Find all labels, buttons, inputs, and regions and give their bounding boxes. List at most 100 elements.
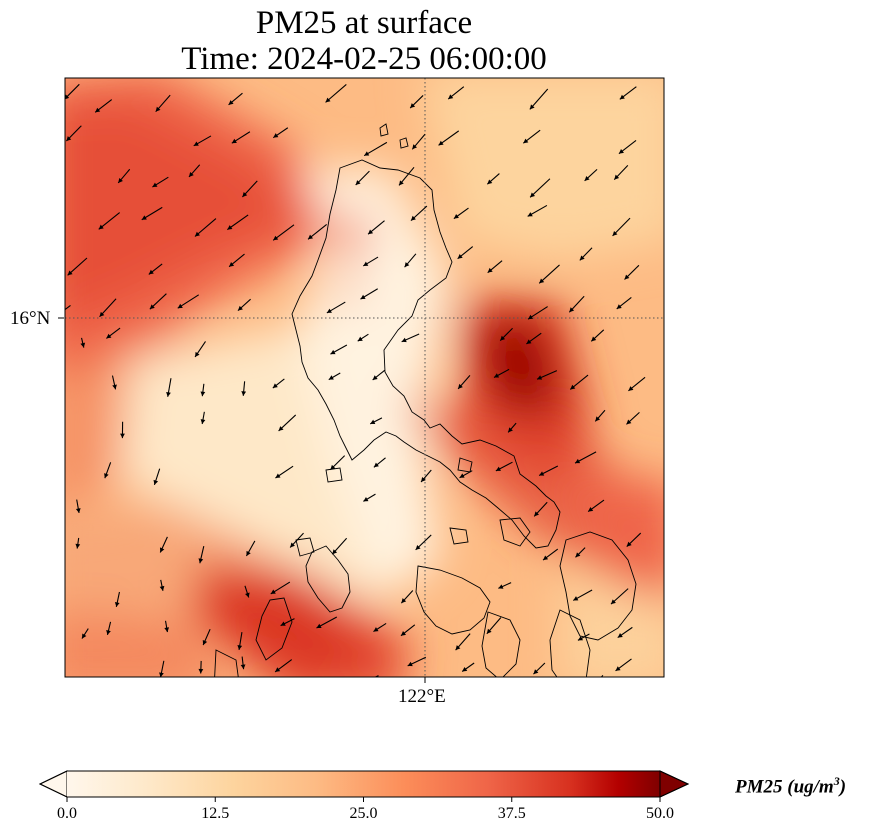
wind-arrow-head	[579, 255, 585, 261]
wind-arrow-head	[530, 192, 536, 198]
wind-arrow	[65, 304, 71, 311]
wind-arrow-head	[275, 667, 281, 672]
wind-arrow-head	[534, 511, 540, 517]
wind-arrow-head	[363, 496, 369, 502]
wind-arrow-head	[527, 212, 533, 217]
pm25-field	[65, 78, 664, 677]
wind-arrow-head	[410, 215, 416, 221]
wind-arrow-head	[355, 180, 361, 186]
wind-arrow-head	[240, 664, 246, 670]
wind-arrow-head	[120, 433, 125, 439]
wind-arrow-head	[543, 555, 549, 561]
colorbar-label-exponent: 3	[833, 774, 840, 788]
wind-arrow-head	[148, 269, 154, 275]
wind-arrow-head	[412, 144, 418, 150]
wind-arrow-head	[67, 270, 73, 276]
wind-arrow-head	[619, 94, 625, 100]
wind-arrow-head	[166, 391, 171, 397]
wind-arrow-head	[615, 666, 621, 671]
wind-arrow-head	[278, 426, 284, 431]
wind-arrow-head	[539, 471, 545, 476]
wind-arrow	[529, 178, 551, 198]
wind-arrow-head	[242, 192, 248, 197]
island-coastline	[325, 467, 343, 483]
mindoro-coastline	[305, 545, 351, 613]
wind-arrow-head	[153, 479, 159, 485]
wind-arrow-head	[575, 552, 581, 558]
wind-arrow-head	[498, 584, 504, 589]
colorbar-tick-marks	[66, 797, 661, 802]
colorbar-tick-label: 37.5	[497, 805, 526, 822]
wind-arrow-head	[626, 541, 632, 547]
wind-arrow-head	[453, 214, 459, 219]
wind-arrow-head	[149, 304, 155, 310]
wind-arrow-head	[500, 335, 506, 341]
wind-arrow-head	[241, 391, 247, 396]
wind-arrow-head	[246, 550, 251, 556]
wind-arrow-head	[164, 627, 170, 633]
wind-arrow-head	[104, 473, 109, 479]
wind-arrow-head	[529, 104, 535, 110]
wind-arrow-head	[106, 333, 112, 339]
wind-arrow-head	[159, 585, 165, 591]
wind-arrow-head	[200, 419, 206, 425]
wind-arrow-head	[245, 592, 250, 598]
wind-arrow-head	[200, 391, 206, 397]
wind-arrow-head	[95, 107, 101, 113]
wind-arrow-head	[368, 229, 374, 235]
wind-arrow-head	[316, 623, 322, 628]
colorbar-gradient	[67, 771, 660, 797]
wind-arrow-head	[326, 308, 332, 313]
wind-arrow-head	[495, 466, 501, 471]
wind-arrow-head	[272, 383, 278, 389]
wind-arrow-head	[584, 176, 590, 181]
colorbar-label-main: PM25 (ug/m	[735, 776, 834, 798]
wind-arrow-head	[595, 416, 601, 422]
wind-arrow-head	[614, 174, 620, 180]
wind-arrow-head	[487, 179, 493, 185]
wind-arrow-head	[457, 254, 463, 259]
wind-arrow-head	[188, 171, 194, 177]
island-coastline	[379, 123, 389, 137]
wind-arrow-head	[373, 462, 379, 468]
wind-arrow	[538, 264, 560, 284]
wind-arrow-head	[527, 314, 534, 320]
wind-arrow-head	[198, 558, 204, 564]
wind-arrow-head	[624, 274, 630, 280]
wind-arrow-head	[227, 225, 233, 230]
wind-arrow-head	[459, 473, 465, 478]
wind-arrow-head	[198, 668, 204, 674]
wind-arrow-head	[330, 464, 336, 470]
wind-arrow-head	[81, 633, 87, 639]
wind-arrow-head	[523, 138, 529, 144]
wind-arrow-head	[438, 140, 444, 146]
wind-arrow-head	[370, 419, 376, 424]
wind-arrow-head	[290, 542, 295, 548]
island-coastline	[295, 537, 315, 557]
wind-arrow-head	[106, 629, 111, 635]
wind-arrow-head	[330, 349, 336, 355]
wind-arrow-head	[80, 342, 86, 348]
wind-arrow-head	[159, 672, 164, 677]
wind-arrow-head	[407, 661, 413, 667]
wind-arrow-head	[493, 373, 500, 378]
wind-arrow-head	[508, 427, 513, 433]
map-time-subtitle: Time: 2024-02-25 06:00:00	[181, 41, 547, 77]
wind-arrow-head	[280, 621, 286, 626]
wind-arrow-head	[404, 262, 410, 268]
wind-arrow-head	[628, 386, 634, 391]
wind-arrow-head	[118, 177, 123, 183]
wind-arrow-head	[231, 138, 237, 144]
wind-arrow-head	[487, 267, 493, 273]
wind-arrow-head	[273, 235, 279, 241]
wind-arrow-head	[202, 639, 208, 646]
wind-arrow-head	[155, 106, 161, 112]
wind-arrow-head	[357, 336, 363, 342]
lat-tick-label: 16°N	[10, 308, 51, 329]
wind-arrow-head	[237, 305, 243, 311]
colorbar-tick-label: 12.5	[201, 805, 230, 822]
wind-arrow-head	[401, 337, 407, 343]
wind-arrow-head	[275, 473, 281, 478]
wind-arrow-head	[448, 94, 454, 100]
wind-arrow-head	[75, 508, 81, 513]
